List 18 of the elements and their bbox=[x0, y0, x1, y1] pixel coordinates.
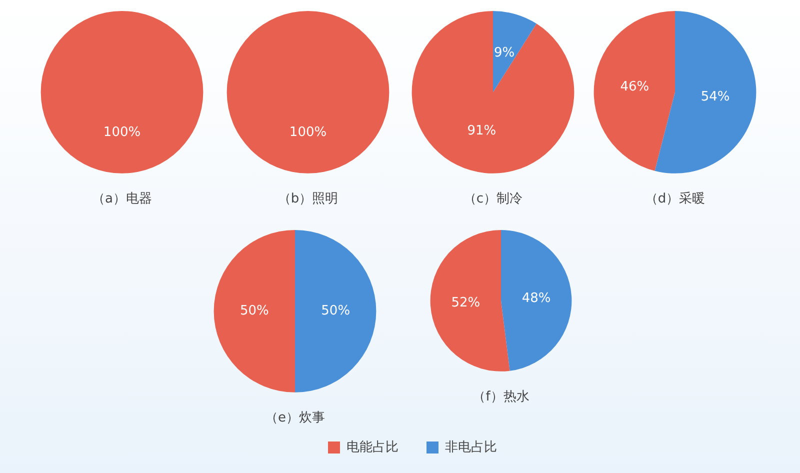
text: （d）采暖 bbox=[644, 192, 706, 207]
text: （a）电器 bbox=[92, 192, 152, 207]
data-label: 48% bbox=[522, 290, 551, 306]
text: （e）炊事 bbox=[265, 410, 325, 426]
data-label: 9% bbox=[494, 46, 515, 61]
data-label: 46% bbox=[620, 79, 650, 94]
text: （b）照明 bbox=[278, 192, 338, 207]
data-label: 91% bbox=[467, 124, 496, 139]
data-label: 100% bbox=[103, 125, 141, 140]
text: （f）热水 bbox=[472, 390, 530, 405]
data-label: 50% bbox=[240, 304, 269, 319]
legend-label: 电能占比 bbox=[346, 440, 398, 455]
data-label: 100% bbox=[289, 125, 327, 140]
data-label: 52% bbox=[451, 295, 480, 310]
text: （c）制冷 bbox=[463, 192, 523, 207]
legend-label: 非电占比 bbox=[445, 440, 497, 455]
data-label: 50% bbox=[321, 304, 350, 319]
data-label: 54% bbox=[700, 90, 730, 105]
